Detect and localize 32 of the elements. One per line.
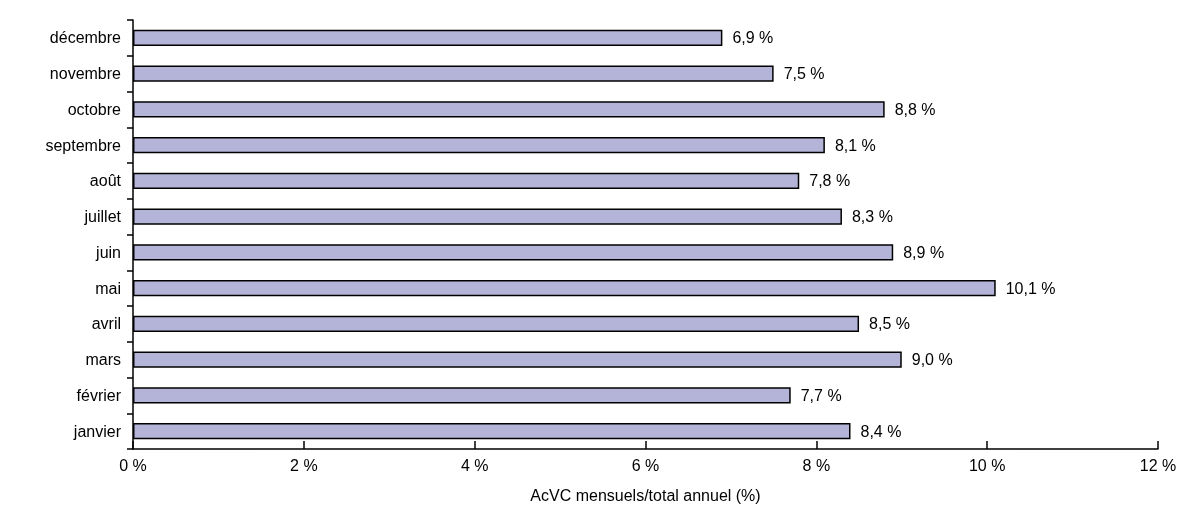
data-label: 6,9 % — [732, 29, 774, 47]
data-label: 7,8 % — [809, 172, 851, 190]
data-label: 8,4 % — [860, 422, 902, 440]
y-tick-label: février — [76, 386, 122, 404]
x-tick-label: 2 % — [290, 456, 318, 474]
x-tick-label: 6 % — [631, 456, 660, 474]
y-tick-label: août — [89, 172, 122, 190]
y-tick-label: octobre — [67, 100, 122, 118]
x-axis-title: AcVC mensuels/total annuel (%) — [530, 486, 761, 504]
data-label: 10,1 % — [1005, 279, 1056, 297]
data-label: 7,5 % — [783, 65, 825, 83]
y-tick-label: juillet — [83, 208, 122, 226]
y-tick-label: juin — [95, 243, 121, 261]
data-label: 8,9 % — [903, 243, 945, 261]
data-label: 9,0 % — [911, 351, 953, 369]
y-tick-label: mars — [85, 351, 121, 369]
data-label: 8,3 % — [851, 208, 893, 226]
y-tick-label: novembre — [49, 65, 122, 83]
y-tick-label: mai — [95, 279, 121, 297]
data-label: 8,8 % — [894, 100, 936, 118]
data-label: 7,7 % — [800, 386, 842, 404]
x-tick-label: 8 % — [802, 456, 831, 474]
y-tick-label: décembre — [49, 29, 122, 47]
x-tick-label: 10 % — [968, 456, 1006, 474]
x-tick-label: 12 % — [1139, 456, 1177, 474]
y-tick-label: septembre — [45, 136, 122, 154]
y-tick-label: avril — [91, 315, 121, 333]
x-tick-label: 0 % — [119, 456, 147, 474]
data-label: 8,5 % — [869, 315, 910, 333]
y-tick-label: janvier — [72, 422, 122, 440]
x-tick-label: 4 % — [460, 456, 489, 474]
data-label: 8,1 % — [834, 136, 876, 154]
